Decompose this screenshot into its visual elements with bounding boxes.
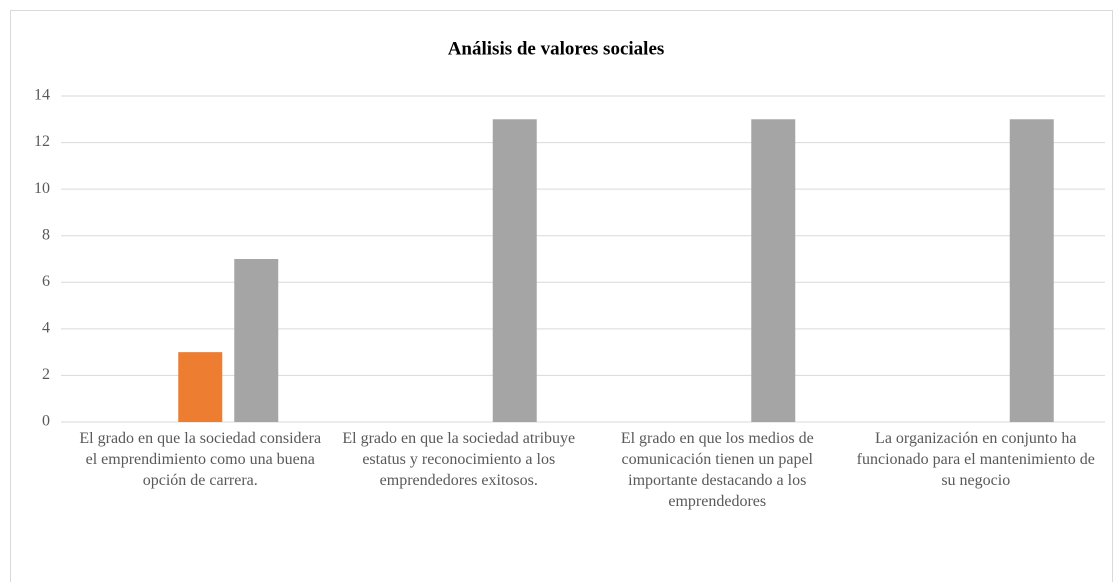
- y-tick-label: 2: [42, 366, 50, 383]
- bar: [178, 352, 223, 422]
- chart-border: [10, 10, 1113, 582]
- x-tick-label: El grado en que los medios de comunicaci…: [620, 430, 814, 510]
- x-tick-label: La organización en conjunto ha funcionad…: [856, 430, 1095, 489]
- y-tick-label: 14: [34, 87, 50, 104]
- y-tick-label: 10: [34, 180, 50, 197]
- bar: [1009, 119, 1054, 423]
- y-tick-label: 12: [34, 133, 50, 150]
- x-tick-label: El grado en que la sociedad atribuye est…: [342, 430, 576, 489]
- y-tick-label: 0: [42, 413, 50, 430]
- y-tick-label: 4: [42, 320, 50, 337]
- x-tick-label: El grado en que la sociedad considera el…: [79, 430, 322, 489]
- bar: [492, 119, 537, 423]
- bar: [234, 259, 279, 422]
- chart-title: Análisis de valores sociales: [448, 38, 665, 59]
- y-tick-label: 6: [42, 273, 50, 290]
- y-tick-label: 8: [42, 226, 50, 243]
- bar: [751, 119, 796, 423]
